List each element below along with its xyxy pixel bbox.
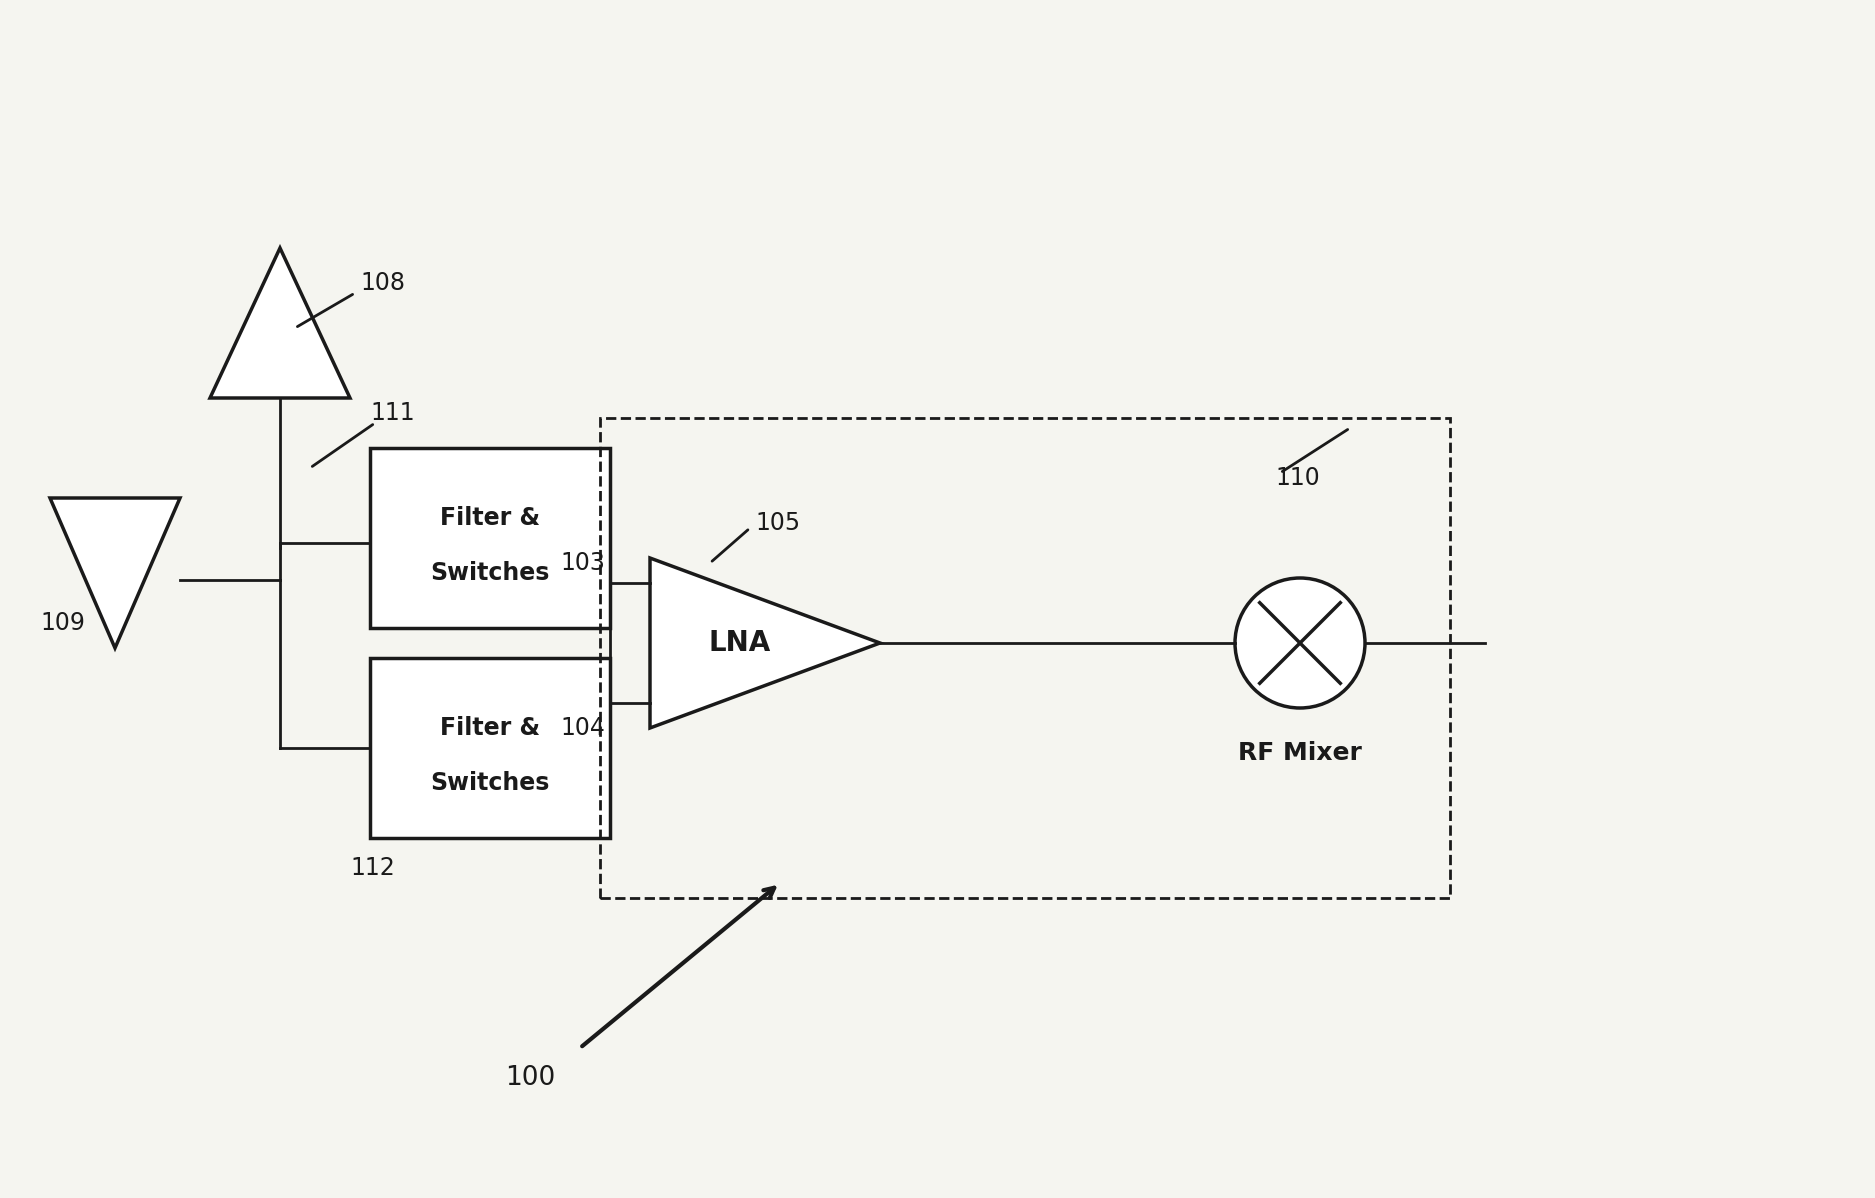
Text: Switches: Switches [431,772,549,795]
Text: 105: 105 [756,512,801,536]
Text: Filter &: Filter & [441,506,540,530]
Bar [600,418,1449,898]
Text: 108: 108 [360,271,405,295]
Text: 109: 109 [39,611,84,635]
Bar [369,448,609,628]
Bar [369,658,609,837]
Text: 104: 104 [561,716,606,740]
Text: 110: 110 [1275,466,1320,490]
Polygon shape [210,248,351,398]
Text: RF Mixer: RF Mixer [1238,742,1361,766]
Circle shape [1236,577,1365,708]
Text: Switches: Switches [431,561,549,585]
Polygon shape [651,558,879,728]
Text: 112: 112 [351,857,396,881]
Text: 111: 111 [369,401,414,425]
Text: Filter &: Filter & [441,716,540,740]
Text: 100: 100 [504,1065,555,1091]
Text: 103: 103 [561,551,606,575]
Text: LNA: LNA [709,629,771,657]
Polygon shape [51,498,180,648]
